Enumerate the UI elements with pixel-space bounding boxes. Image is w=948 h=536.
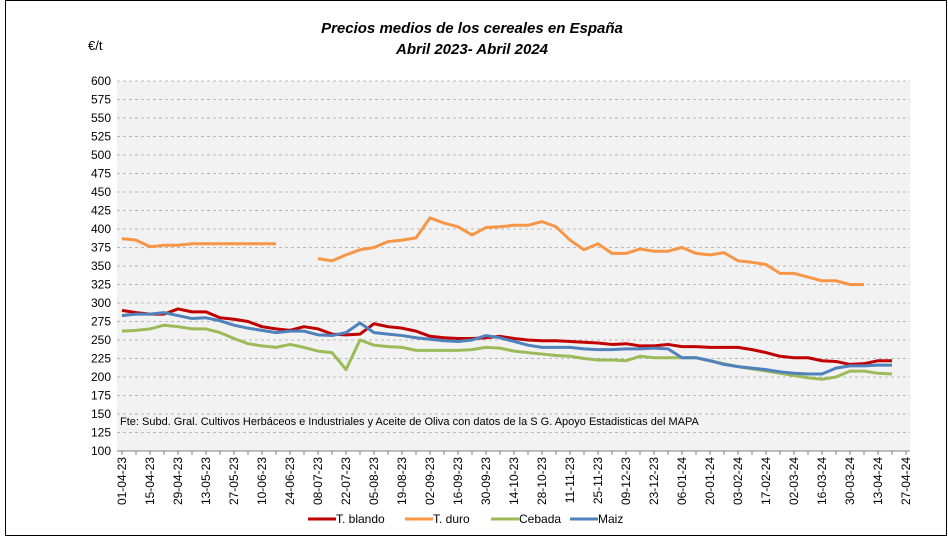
y-tick-label: 225 (91, 352, 111, 366)
y-tick-label: 200 (91, 370, 111, 384)
x-tick-label: 08-07-23 (311, 457, 325, 505)
x-tick-label: 17-02-24 (759, 457, 773, 505)
y-tick-label: 575 (91, 93, 111, 107)
legend-label: T. blando (336, 512, 385, 526)
x-tick-label: 30-03-24 (843, 457, 857, 505)
x-tick-label: 24-06-23 (283, 457, 297, 505)
source-note: Fte: Subd. Gral. Cultivos Herbáceos e In… (120, 416, 699, 428)
x-tick-label: 01-04-23 (115, 457, 129, 505)
y-tick-label: 300 (91, 296, 111, 310)
y-tick-label: 600 (91, 74, 111, 88)
x-tick-label: 30-09-23 (479, 457, 493, 505)
x-tick-label: 11-11-23 (563, 457, 577, 504)
y-tick-label: 175 (91, 389, 111, 403)
y-tick-label: 550 (91, 111, 111, 125)
chart-title: Precios medios de los cereales en España (321, 20, 623, 37)
y-tick-label: 100 (91, 444, 111, 458)
x-tick-label: 15-04-23 (143, 457, 157, 505)
y-tick-label: 325 (91, 278, 111, 292)
legend-label: Cebada (519, 512, 561, 526)
y-tick-label: 400 (91, 222, 111, 236)
x-tick-label: 19-08-23 (395, 457, 409, 505)
y-tick-label: 350 (91, 259, 111, 273)
x-tick-label: 22-07-23 (339, 457, 353, 505)
x-tick-label: 28-10-23 (535, 457, 549, 505)
x-tick-label: 27-05-23 (227, 457, 241, 505)
x-tick-label: 23-12-23 (647, 457, 661, 505)
chart-subtitle: Abril 2023- Abril 2024 (395, 41, 549, 58)
y-tick-label: 150 (91, 407, 111, 421)
x-tick-label: 02-03-24 (787, 457, 801, 505)
x-tick-label: 02-09-23 (423, 457, 437, 505)
x-tick-label: 10-06-23 (255, 457, 269, 505)
x-tick-label: 16-03-24 (815, 457, 829, 505)
x-tick-label: 14-10-23 (507, 457, 521, 505)
legend-label: Maiz (598, 512, 623, 526)
y-tick-label: 500 (91, 148, 111, 162)
x-tick-label: 16-09-23 (451, 457, 465, 505)
y-axis-label: €/t (88, 38, 103, 53)
series-line (121, 216, 864, 286)
x-tick-label: 13-04-24 (871, 457, 885, 505)
legend-label: T. duro (433, 512, 470, 526)
x-tick-label: 06-01-24 (675, 457, 689, 505)
y-tick-label: 525 (91, 130, 111, 144)
x-tick-label: 05-08-23 (367, 457, 381, 505)
x-tick-label: 27-04-24 (899, 457, 913, 505)
x-tick-label: 25-11-23 (591, 457, 605, 504)
series-line (121, 307, 892, 366)
y-tick-label: 125 (91, 426, 111, 440)
y-tick-label: 250 (91, 333, 111, 347)
y-tick-label: 425 (91, 204, 111, 218)
x-tick-label: 09-12-23 (619, 457, 633, 505)
y-tick-label: 375 (91, 241, 111, 255)
x-tick-label: 29-04-23 (171, 457, 185, 505)
y-tick-label: 450 (91, 185, 111, 199)
y-tick-label: 275 (91, 315, 111, 329)
y-tick-label: 475 (91, 167, 111, 181)
x-tick-label: 13-05-23 (199, 457, 213, 505)
series-line (121, 311, 892, 376)
x-tick-label: 20-01-24 (703, 457, 717, 505)
x-tick-label: 03-02-24 (731, 457, 745, 505)
